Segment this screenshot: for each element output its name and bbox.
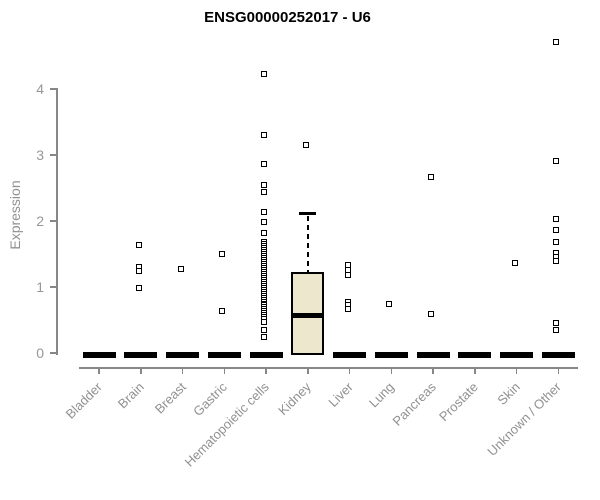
zero-expression-bar [416, 352, 450, 358]
y-axis-tick [50, 88, 57, 90]
outlier-point [177, 266, 184, 273]
x-axis-tick [390, 368, 393, 374]
outlier-point [261, 181, 268, 188]
outlier-point [135, 268, 142, 275]
outlier-point [261, 218, 268, 225]
outlier-point [511, 260, 518, 267]
outlier-point [553, 216, 560, 223]
y-tick-label: 4 [36, 81, 44, 97]
outlier-point [428, 311, 435, 318]
y-axis-tick [50, 352, 57, 354]
outlier-point [553, 320, 560, 327]
y-tick-label: 3 [36, 147, 44, 163]
outlier-point [219, 307, 226, 314]
outlier-point [553, 39, 560, 46]
outlier-point [135, 285, 142, 292]
outlier-point [219, 251, 226, 257]
y-tick-label: 1 [36, 279, 44, 295]
x-axis-tick [348, 368, 351, 374]
outlier-point [261, 334, 268, 341]
outlier-point [261, 131, 268, 138]
outlier-point [261, 71, 268, 78]
x-axis-tick [515, 368, 518, 374]
x-axis-tick [265, 368, 267, 374]
y-tick-label: 2 [36, 213, 44, 229]
y-axis-tick [50, 154, 57, 156]
outlier-point [302, 142, 309, 149]
outlier-point [553, 239, 560, 246]
x-axis-tick [474, 368, 476, 374]
outlier-point [386, 301, 393, 308]
zero-expression-bar [207, 352, 241, 358]
zero-expression-bar [82, 352, 116, 358]
outlier-point [553, 257, 560, 264]
outlier-point [344, 272, 351, 279]
outlier-point [261, 318, 268, 325]
x-axis-tick [432, 368, 434, 374]
x-axis-tick [140, 368, 142, 374]
upper-whisker-line [306, 215, 309, 273]
zero-expression-bar [249, 352, 283, 358]
x-axis-tick [223, 368, 226, 374]
outlier-point [553, 157, 560, 164]
outlier-point [553, 227, 560, 234]
median-line [291, 312, 325, 318]
x-axis-tick [557, 368, 560, 374]
outlier-point [553, 326, 560, 333]
zero-expression-bar [333, 352, 367, 358]
y-axis-tick [50, 220, 57, 222]
outlier-point [428, 174, 435, 181]
zero-expression-bar [458, 352, 492, 358]
chart-title: ENSG00000252017 - U6 [204, 9, 371, 26]
outlier-point [261, 161, 268, 168]
y-tick-label: 0 [36, 345, 44, 361]
x-axis-line [79, 367, 578, 369]
zero-expression-bar [500, 352, 534, 358]
x-axis-tick [307, 368, 309, 374]
x-category-label: Unknown / Other [484, 379, 565, 459]
outlier-point [261, 188, 268, 195]
x-axis-tick [181, 368, 184, 374]
outlier-point [261, 326, 268, 333]
x-axis-tick [98, 368, 100, 374]
zero-expression-bar [541, 352, 575, 358]
outlier-point [344, 305, 351, 312]
zero-expression-bar [124, 352, 158, 358]
outlier-point [261, 229, 268, 236]
outlier-point [135, 242, 142, 249]
zero-expression-bar [374, 352, 408, 358]
zero-expression-bar [166, 352, 200, 358]
upper-whisker-cap [299, 212, 317, 216]
outlier-point [261, 208, 268, 215]
y-axis-tick [50, 286, 57, 288]
